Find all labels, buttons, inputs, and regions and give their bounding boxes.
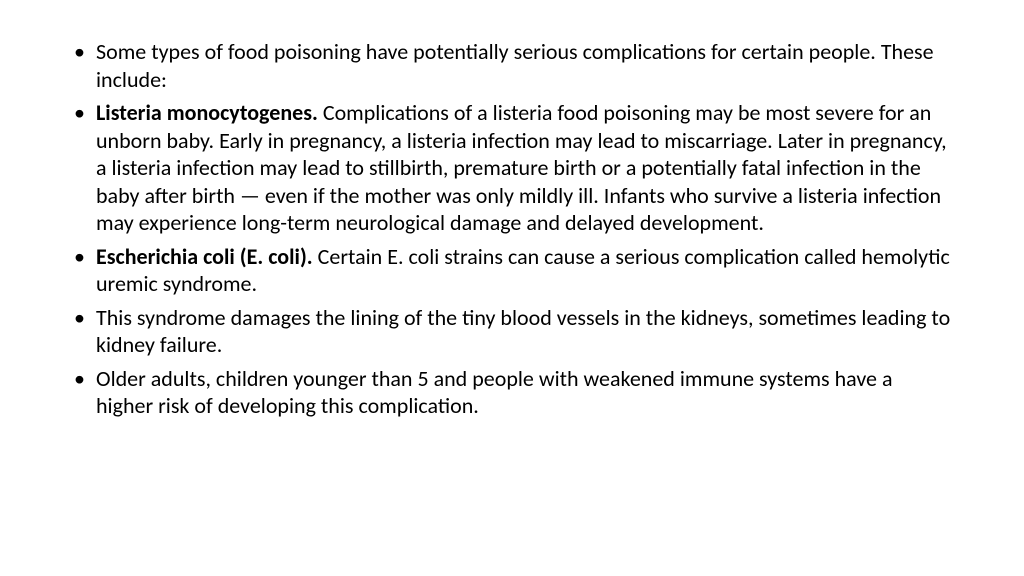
list-item: Some types of food poisoning have potent… [72,38,952,93]
bullet-list: Some types of food poisoning have potent… [72,38,952,420]
bullet-prefix: Escherichia coli (E. coli). [96,243,313,270]
bullet-text: Older adults, children younger than 5 an… [96,365,893,420]
list-item: This syndrome damages the lining of the … [72,304,952,359]
list-item: Escherichia coli (E. coli). Certain E. c… [72,243,952,298]
bullet-prefix: Listeria monocytogenes. [96,99,318,126]
bullet-text: Some types of food poisoning have potent… [96,38,934,93]
slide-container: Some types of food poisoning have potent… [0,0,1024,576]
list-item: Older adults, children younger than 5 an… [72,365,952,420]
bullet-text: This syndrome damages the lining of the … [96,304,950,359]
list-item: Listeria monocytogenes. Complications of… [72,99,952,237]
